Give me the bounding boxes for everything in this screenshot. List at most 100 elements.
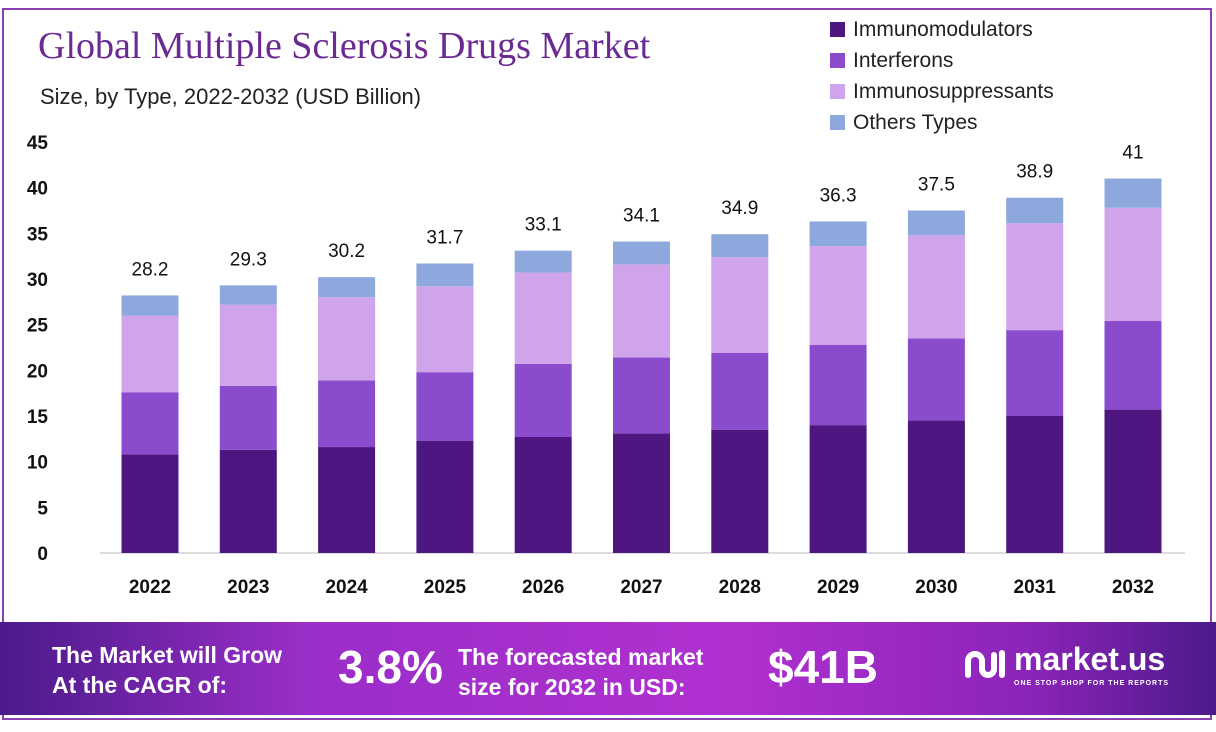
brand-logo: market.us ONE STOP SHOP FOR THE REPORTS [962, 642, 1169, 688]
data-label-total: 34.1 [623, 206, 660, 227]
data-label-total: 37.5 [918, 175, 955, 196]
bar-segment-immunosuppressants [318, 297, 376, 381]
x-tick-label: 2027 [620, 577, 662, 598]
x-tick-label: 2028 [719, 577, 761, 598]
cagr-label-line1: The Market will Grow [52, 642, 283, 668]
bar-segment-interferons [613, 357, 670, 434]
bar-segment-immunosuppressants [1006, 223, 1064, 331]
legend-label: Immunomodulators [853, 17, 1033, 41]
data-label-total: 34.9 [721, 198, 758, 219]
bar-segment-immunosuppressants [613, 264, 670, 358]
x-tick-label: 2030 [915, 577, 957, 598]
forecast-value: $41B [768, 641, 878, 693]
bar-segment-interferons [1104, 321, 1162, 410]
bar-segment-interferons [121, 392, 179, 455]
chart-title: Global Multiple Sclerosis Drugs Market [38, 25, 651, 67]
bar-segment-others-types [1006, 197, 1064, 224]
y-tick-label: 25 [27, 316, 49, 337]
legend-label: Immunosuppressants [853, 79, 1054, 103]
data-label-total: 33.1 [525, 215, 562, 236]
bar-segment-interferons [416, 372, 474, 441]
legend-swatch [830, 84, 845, 99]
y-tick-label: 0 [37, 544, 48, 565]
y-tick-label: 45 [27, 133, 49, 154]
bar-segment-immunomodulators [416, 440, 474, 553]
x-tick-label: 2031 [1014, 577, 1057, 598]
bar-segment-immunomodulators [318, 447, 376, 553]
bar-segment-immunomodulators [121, 454, 179, 553]
bar-segment-immunosuppressants [1104, 207, 1162, 322]
stacked-bar-chart: 05101520253035404528.2202229.3202330.220… [27, 133, 1185, 598]
data-label-total: 41 [1122, 143, 1143, 164]
legend-item: Immunosuppressants [830, 76, 1054, 107]
y-tick-label: 20 [27, 361, 48, 382]
legend-swatch [830, 115, 845, 130]
bar-segment-others-types [809, 221, 867, 247]
bar-segment-others-types [1104, 178, 1162, 208]
legend: Immunomodulators Interferons Immunosuppres… [830, 14, 1054, 138]
bar-segment-immunosuppressants [711, 257, 769, 353]
bar-segment-immunosuppressants [416, 286, 474, 373]
bar-segment-immunomodulators [711, 429, 769, 553]
bar-segment-others-types [318, 277, 376, 298]
bar-segment-interferons [219, 385, 277, 450]
bar-segment-immunomodulators [907, 420, 965, 553]
chart-frame [2, 8, 1212, 720]
x-tick-label: 2026 [522, 577, 564, 598]
x-tick-label: 2025 [424, 577, 467, 598]
cagr-label-line2: At the CAGR of: [52, 672, 228, 698]
bar-segment-immunomodulators [219, 449, 277, 553]
data-label-total: 28.2 [132, 259, 169, 280]
bar-segment-immunosuppressants [907, 235, 965, 339]
bar-segment-others-types [121, 295, 179, 316]
x-tick-label: 2024 [325, 577, 368, 598]
forecast-label: The forecasted market size for 2032 in US… [458, 642, 703, 702]
footer-banner: The Market will Grow At the CAGR of: 3.8%… [0, 622, 1216, 715]
bar-segment-interferons [318, 380, 376, 448]
bar-segment-immunomodulators [514, 437, 572, 553]
legend-item: Interferons [830, 45, 1054, 76]
bar-segment-others-types [416, 263, 474, 287]
x-tick-label: 2029 [817, 577, 859, 598]
bar-segment-immunomodulators [613, 433, 670, 553]
bar-segment-immunosuppressants [121, 315, 179, 393]
bar-segment-interferons [514, 363, 572, 438]
x-tick-label: 2023 [227, 577, 269, 598]
bar-segment-others-types [613, 241, 670, 265]
bar-segment-others-types [514, 250, 572, 273]
bar-segment-others-types [711, 234, 769, 258]
bar-segment-immunomodulators [1104, 409, 1162, 553]
forecast-label-line2: size for 2032 in USD: [458, 674, 686, 700]
bar-segment-others-types [907, 210, 965, 236]
legend-swatch [830, 22, 845, 37]
data-label-total: 29.3 [230, 249, 267, 270]
bar-segment-immunomodulators [809, 425, 867, 553]
bar-segment-interferons [711, 352, 769, 430]
y-tick-label: 30 [27, 270, 48, 291]
legend-item: Others Types [830, 107, 1054, 138]
forecast-label-line1: The forecasted market [458, 644, 704, 670]
bar-segment-interferons [907, 338, 965, 421]
bar-segment-immunosuppressants [514, 272, 572, 364]
bar-segment-immunosuppressants [219, 304, 277, 386]
legend-label: Others Types [853, 110, 978, 134]
chart-subtitle: Size, by Type, 2022-2032 (USD Billion) [40, 84, 422, 109]
y-tick-label: 40 [27, 179, 48, 200]
bar-segment-immunomodulators [1006, 416, 1064, 553]
bar-segment-interferons [1006, 330, 1064, 416]
data-label-total: 36.3 [820, 185, 857, 206]
y-tick-label: 35 [27, 224, 49, 245]
data-label-total: 30.2 [328, 241, 365, 262]
cagr-label: The Market will Grow At the CAGR of: [52, 640, 282, 700]
bar-segment-others-types [219, 285, 277, 305]
y-tick-label: 10 [27, 453, 48, 474]
brand-tagline: ONE STOP SHOP FOR THE REPORTS [1014, 680, 1170, 687]
legend-label: Interferons [853, 48, 954, 72]
legend-swatch [830, 53, 845, 68]
x-tick-label: 2032 [1112, 577, 1154, 598]
market-us-logo-icon [965, 650, 1005, 678]
y-tick-label: 15 [27, 407, 49, 428]
legend-item: Immunomodulators [830, 14, 1054, 45]
x-tick-label: 2022 [129, 577, 171, 598]
bar-segment-interferons [809, 344, 867, 426]
